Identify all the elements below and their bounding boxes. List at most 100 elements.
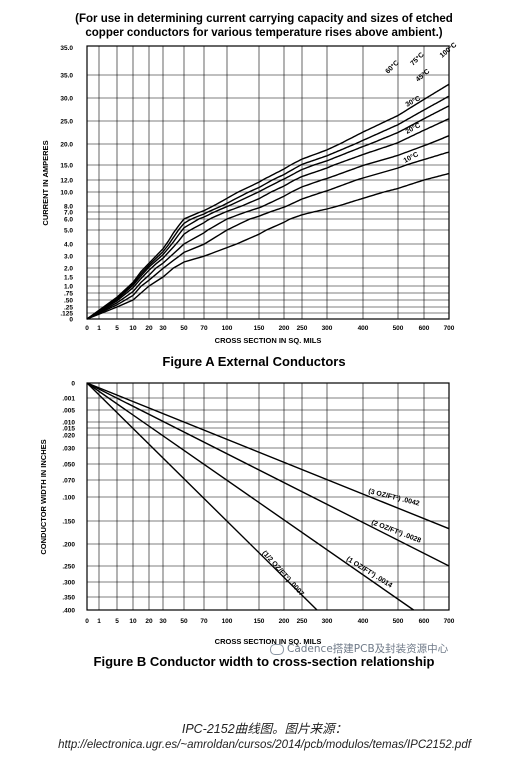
figure-a-x-tick-label: 1 bbox=[97, 325, 101, 332]
figure-a-y-tick-label: 4.0 bbox=[64, 242, 73, 249]
figure-a-x-tick-label: 500 bbox=[393, 325, 404, 332]
figure-b-series-line bbox=[86, 382, 318, 611]
figure-b-y-tick-label: .030 bbox=[62, 446, 75, 453]
figure-b-y-tick-label: .400 bbox=[62, 608, 75, 615]
figure-a-y-tick-label: 1.5 bbox=[64, 275, 73, 282]
figure-b-x-tick-label: 10 bbox=[129, 618, 137, 625]
watermark-text: Cadence搭建PCB及封装资源中心 bbox=[287, 643, 449, 655]
figure-a-y-tick-label: 12.0 bbox=[60, 178, 73, 185]
figure-b-series-line bbox=[86, 382, 414, 611]
figure-a-y-tick-label: .125 bbox=[60, 311, 73, 318]
figure-a-y-tick-label: 20.0 bbox=[60, 142, 73, 149]
figure-a-y-tick-label: 2.0 bbox=[64, 266, 73, 273]
figure-a-y-tick-label: 0 bbox=[69, 317, 73, 324]
figure-a-series-line bbox=[86, 105, 450, 320]
figure-a-chart: 0.125.25.50.751.0 1.5 2.0 3.0 4.0 5.0 6.07.08.… bbox=[41, 41, 458, 369]
figure-a-y-ticks: 0.125.25.50.751.0 1.5 2.0 3.0 4.0 5.0 6.07.08.… bbox=[60, 45, 73, 324]
figure-b-x-tick-label: 500 bbox=[393, 618, 404, 625]
figure-a-series-label: 75°C bbox=[409, 51, 426, 68]
figure-a-x-tick-label: 50 bbox=[180, 325, 188, 332]
figure-a-series-line bbox=[86, 83, 450, 320]
figure-b-y-tick-label: .200 bbox=[62, 542, 75, 549]
figure-b-series-line bbox=[86, 382, 450, 530]
figure-b-x-tick-label: 400 bbox=[358, 618, 369, 625]
figure-b-chart: 0 .001 .005 .010.015.020 .030 .050 .070 .100 .15… bbox=[39, 381, 455, 670]
figure-b-y-tick-label: .001 bbox=[62, 396, 75, 403]
figure-a-series bbox=[86, 83, 450, 320]
figure-a-y-tick-label: 6.0 bbox=[64, 217, 73, 224]
figure-b-y-tick-label: .250 bbox=[62, 564, 75, 571]
figure-a-y-tick-label: 25.0 bbox=[60, 119, 73, 126]
figure-a-y-tick-label: 1.0 bbox=[64, 284, 73, 291]
figure-b-y-tick-label: .005 bbox=[62, 408, 75, 415]
figure-a-y-tick-label: .25 bbox=[64, 305, 73, 312]
figure-a-x-tick-label: 100 bbox=[222, 325, 233, 332]
figure-b-y-tick-label: .020 bbox=[62, 433, 75, 440]
figure-b-x-tick-label: 1 bbox=[97, 618, 101, 625]
figure-a-x-tick-label: 30 bbox=[159, 325, 167, 332]
figure-a-x-tick-label: 150 bbox=[254, 325, 265, 332]
figure-b-series-label: (3 OZ/FT²) .0042 bbox=[368, 488, 421, 508]
figure-a-y-tick-label: 15.0 bbox=[60, 163, 73, 170]
figure-b-grid bbox=[86, 382, 450, 611]
figure-a-x-tick-label: 200 bbox=[279, 325, 290, 332]
figure-a-y-tick-label: .75 bbox=[64, 291, 73, 298]
figure-a-x-tick-label: 70 bbox=[200, 325, 208, 332]
figure-b-y-axis-label: CONDUCTOR WIDTH IN INCHES bbox=[39, 439, 48, 554]
figure-a-x-tick-label: 5 bbox=[115, 325, 119, 332]
figure-a-series-line bbox=[86, 135, 450, 320]
figure-b-x-tick-label: 700 bbox=[444, 618, 455, 625]
figure-a-y-tick-label: 7.0 bbox=[64, 210, 73, 217]
figure-b-series-line bbox=[86, 382, 450, 567]
wechat-icon bbox=[270, 643, 284, 655]
header-line-1: (For use in determining current carrying… bbox=[75, 13, 453, 25]
figure-a-x-tick-label: 20 bbox=[145, 325, 153, 332]
figure-a-y-tick-label: .50 bbox=[64, 298, 73, 305]
figure-a-y-tick-label: 35.0 bbox=[60, 45, 73, 52]
figure-b-series-label: (2 OZ/FT²) .0028 bbox=[370, 519, 422, 544]
figure-a-y-tick-label: 35.0 bbox=[60, 73, 73, 80]
watermark: Cadence搭建PCB及封装资源中心 bbox=[270, 641, 448, 656]
figure-a-x-tick-label: 10 bbox=[129, 325, 137, 332]
figure-a-y-axis-label: CURRENT IN AMPERES bbox=[41, 140, 50, 225]
figure-a-y-tick-label: 30.0 bbox=[60, 96, 73, 103]
figure-a-series-label: 45°C bbox=[414, 67, 431, 83]
figure-b-x-tick-label: 5 bbox=[115, 618, 119, 625]
figure-a-x-tick-label: 300 bbox=[322, 325, 333, 332]
figure-b-x-tick-label: 200 bbox=[279, 618, 290, 625]
figure-b-x-ticks: 0 1 5 10 20 30 50 70 100 150 200 250 300 400 500 600 700 bbox=[85, 618, 455, 625]
figure-a-title: Figure A External Conductors bbox=[162, 354, 345, 369]
figure-a-series-label: 100°C bbox=[438, 41, 458, 60]
figure-b-x-tick-label: 600 bbox=[419, 618, 430, 625]
figure-canvas: (For use in determining current carrying… bbox=[39, 13, 458, 670]
figure-b-y-tick-label: .300 bbox=[62, 580, 75, 587]
figure-a-y-tick-label: 8.0 bbox=[64, 204, 73, 211]
figure-b-y-tick-label: .150 bbox=[62, 519, 75, 526]
caption-line-2: http://electronica.ugr.es/~amroldan/curs… bbox=[58, 739, 471, 751]
figure-b-series-label: (1 OZ/FT²) .0014 bbox=[345, 556, 393, 590]
figure-a-y-tick-label: 3.0 bbox=[64, 254, 73, 261]
figure-a-x-axis-label: CROSS SECTION IN SQ. MILS bbox=[215, 336, 322, 345]
figure-b-x-tick-label: 250 bbox=[297, 618, 308, 625]
figure-b-y-tick-label: .100 bbox=[62, 495, 75, 502]
figure-b-x-tick-label: 70 bbox=[200, 618, 208, 625]
figure-a-series-line bbox=[86, 118, 450, 320]
figure-b-x-axis-label: CROSS SECTION IN SQ. MILS bbox=[215, 637, 322, 646]
figure-b-y-tick-label: .015 bbox=[62, 426, 75, 433]
figure-a-x-tick-label: 600 bbox=[419, 325, 430, 332]
figure-b-y-tick-label: 0 bbox=[71, 381, 75, 388]
figure-a-series-label: 20°C bbox=[404, 121, 422, 135]
figure-a-y-tick-label: 5.0 bbox=[64, 228, 73, 235]
figure-b-y-tick-label: .070 bbox=[62, 478, 75, 485]
caption-line-1: IPC-2152曲线图。图片来源： bbox=[181, 722, 348, 736]
figure-b-x-tick-label: 50 bbox=[180, 618, 188, 625]
figure-b-title: Figure B Conductor width to cross-sectio… bbox=[94, 654, 435, 669]
figure-a-series-line bbox=[86, 95, 450, 320]
figure-a-y-tick-label: 10.0 bbox=[60, 190, 73, 197]
figure-a-x-ticks: 0 1 5 10 20 30 50 70 100 150 200 250 300 400 500 600 700 bbox=[85, 325, 455, 332]
figure-b-x-tick-label: 100 bbox=[222, 618, 233, 625]
figure-b-series-label: (1/2 OZ/FT²) .0007 bbox=[261, 550, 305, 598]
header-line-2: copper conductors for various temperatur… bbox=[85, 27, 442, 39]
figure-b-y-tick-label: .350 bbox=[62, 595, 75, 602]
figure-a-x-tick-label: 250 bbox=[297, 325, 308, 332]
